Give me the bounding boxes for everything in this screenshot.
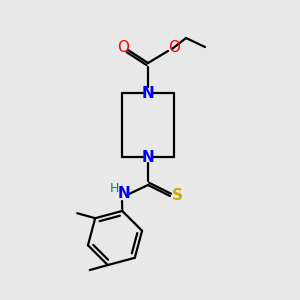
Text: N: N: [142, 85, 154, 100]
Text: N: N: [118, 187, 130, 202]
Text: O: O: [117, 40, 129, 55]
Text: O: O: [168, 40, 180, 56]
Text: S: S: [172, 188, 182, 203]
Text: N: N: [142, 149, 154, 164]
Text: H: H: [109, 182, 119, 194]
